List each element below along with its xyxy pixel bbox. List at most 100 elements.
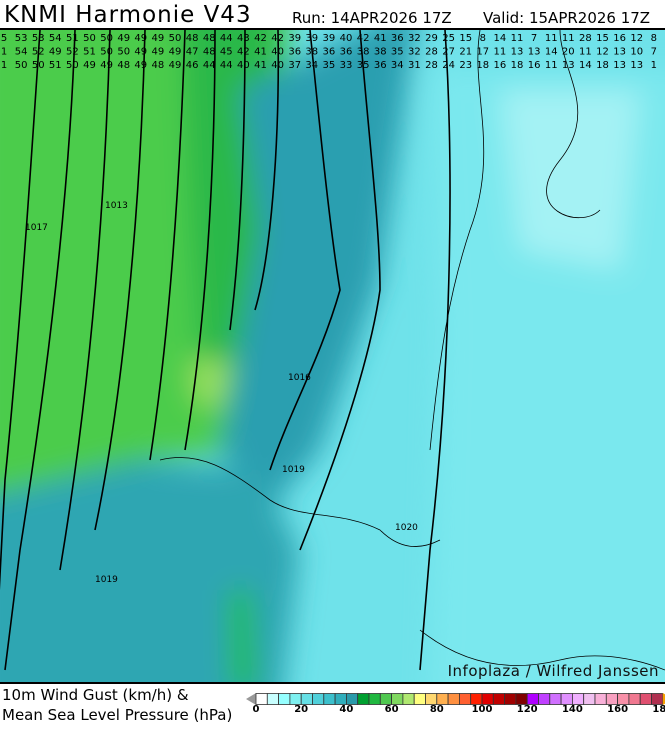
isobar-label: 1013 [105, 201, 128, 211]
color-scale-swatch [357, 693, 370, 705]
isobars [0, 30, 451, 671]
color-scale-swatch [583, 693, 596, 705]
isobar-label: 1019 [282, 465, 305, 475]
gust-value: 54 [49, 33, 62, 44]
color-scale-swatch [617, 693, 630, 705]
color-scale-swatch [289, 693, 302, 705]
color-scale-swatch [628, 693, 641, 705]
color-scale-swatch [515, 693, 528, 705]
gust-value: 36 [288, 47, 301, 58]
color-scale-tick: 160 [607, 704, 629, 715]
gust-value: 36 [323, 47, 336, 58]
gust-value: 51 [66, 33, 79, 44]
gust-value: 49 [83, 60, 96, 71]
isobar-label: 1016 [288, 373, 311, 383]
color-scale-swatch [346, 693, 359, 705]
gust-value: 49 [134, 47, 147, 58]
gust-value: 52 [66, 47, 79, 58]
gust-value: 50 [100, 33, 113, 44]
gust-value: 50 [66, 60, 79, 71]
gust-value: 38 [374, 47, 387, 58]
gust-value: 34 [391, 60, 404, 71]
gust-value: 50 [100, 47, 113, 58]
color-scale-swatch [255, 693, 268, 705]
gust-value: 7 [651, 47, 657, 58]
color-scale-swatch [458, 693, 472, 705]
gust-value: 13 [613, 47, 626, 58]
gust-value: 14 [494, 33, 507, 44]
gust-value: 34 [305, 60, 318, 71]
color-scale-swatch [470, 693, 483, 705]
color-scale-swatch [605, 693, 618, 705]
gust-value: 40 [271, 47, 284, 58]
gust-value: 50 [117, 47, 130, 58]
color-scale-tick: 20 [294, 704, 309, 715]
gust-value: 49 [152, 33, 165, 44]
gust-field [0, 30, 665, 682]
gust-value: 16 [528, 60, 541, 71]
color-scale-swatch [379, 693, 393, 705]
gust-value: 25 [442, 33, 455, 44]
gust-value: 18 [476, 60, 489, 71]
color-scale-swatch [594, 693, 607, 705]
gust-value: 8 [651, 33, 657, 44]
run-time: Run: 14APR2026 17Z [292, 9, 452, 27]
gust-value: 35 [357, 60, 370, 71]
gust-value: 41 [254, 60, 267, 71]
gust-value: 13 [562, 60, 575, 71]
gust-value: 49 [117, 33, 130, 44]
gust-values: 5 53 53 54 51 50 50 49 49 49 50 48 48 44 43 42 42 39 39 39 4… [1, 33, 657, 71]
gust-value: 5 [1, 33, 7, 44]
gust-value: 32 [408, 33, 421, 44]
color-scale-tick: 100 [471, 704, 493, 715]
gust-value: 12 [630, 33, 643, 44]
color-scale-swatch [492, 693, 506, 705]
gust-value: 38 [305, 47, 318, 58]
color-scale-swatch [639, 693, 652, 705]
color-scale-swatch [571, 693, 585, 705]
color-scale-swatch [436, 693, 449, 705]
gust-value: 48 [203, 33, 216, 44]
gust-value: 12 [596, 47, 609, 58]
color-scale-tick: 180 [652, 704, 665, 715]
gust-value: 53 [15, 33, 28, 44]
gust-value: 47 [186, 47, 199, 58]
color-scale-swatch [425, 693, 438, 705]
gust-value: 50 [169, 33, 182, 44]
gust-value: 1 [1, 47, 7, 58]
gust-value: 39 [305, 33, 318, 44]
gust-value: 10 [630, 47, 643, 58]
gust-value: 13 [613, 60, 626, 71]
color-scale-swatch [391, 693, 404, 705]
gust-value: 36 [391, 33, 404, 44]
color-scale-swatch [447, 693, 460, 705]
gust-value: 23 [459, 60, 472, 71]
gust-value: 13 [528, 47, 541, 58]
gust-value: 48 [203, 47, 216, 58]
gust-value: 16 [494, 60, 507, 71]
gust-value: 39 [323, 33, 336, 44]
model-title: KNMI Harmonie V43 [4, 2, 252, 28]
gust-value: 54 [15, 47, 28, 58]
color-scale-swatch [402, 693, 415, 705]
gust-value: 33 [340, 60, 353, 71]
gust-value: 51 [83, 47, 96, 58]
color-scale-swatch [323, 693, 336, 705]
gust-value: 41 [254, 47, 267, 58]
gust-value: 49 [49, 47, 62, 58]
gust-value: 52 [32, 47, 45, 58]
color-scale-tick: 40 [339, 704, 354, 715]
gust-value: 36 [340, 47, 353, 58]
gust-value: 49 [134, 60, 147, 71]
isobar-label: 1019 [95, 575, 118, 585]
legend-title-line2: Mean Sea Level Pressure (hPa) [2, 706, 233, 724]
gust-value: 41 [374, 33, 387, 44]
color-scale-tick: 80 [429, 704, 444, 715]
color-scale-swatch [560, 693, 573, 705]
gust-value: 51 [49, 60, 62, 71]
coastlines [159, 30, 665, 671]
valid-time: Valid: 15APR2026 17Z [483, 9, 651, 27]
gust-value: 42 [254, 33, 267, 44]
color-scale-swatch [526, 693, 539, 705]
gust-value: 48 [152, 60, 165, 71]
